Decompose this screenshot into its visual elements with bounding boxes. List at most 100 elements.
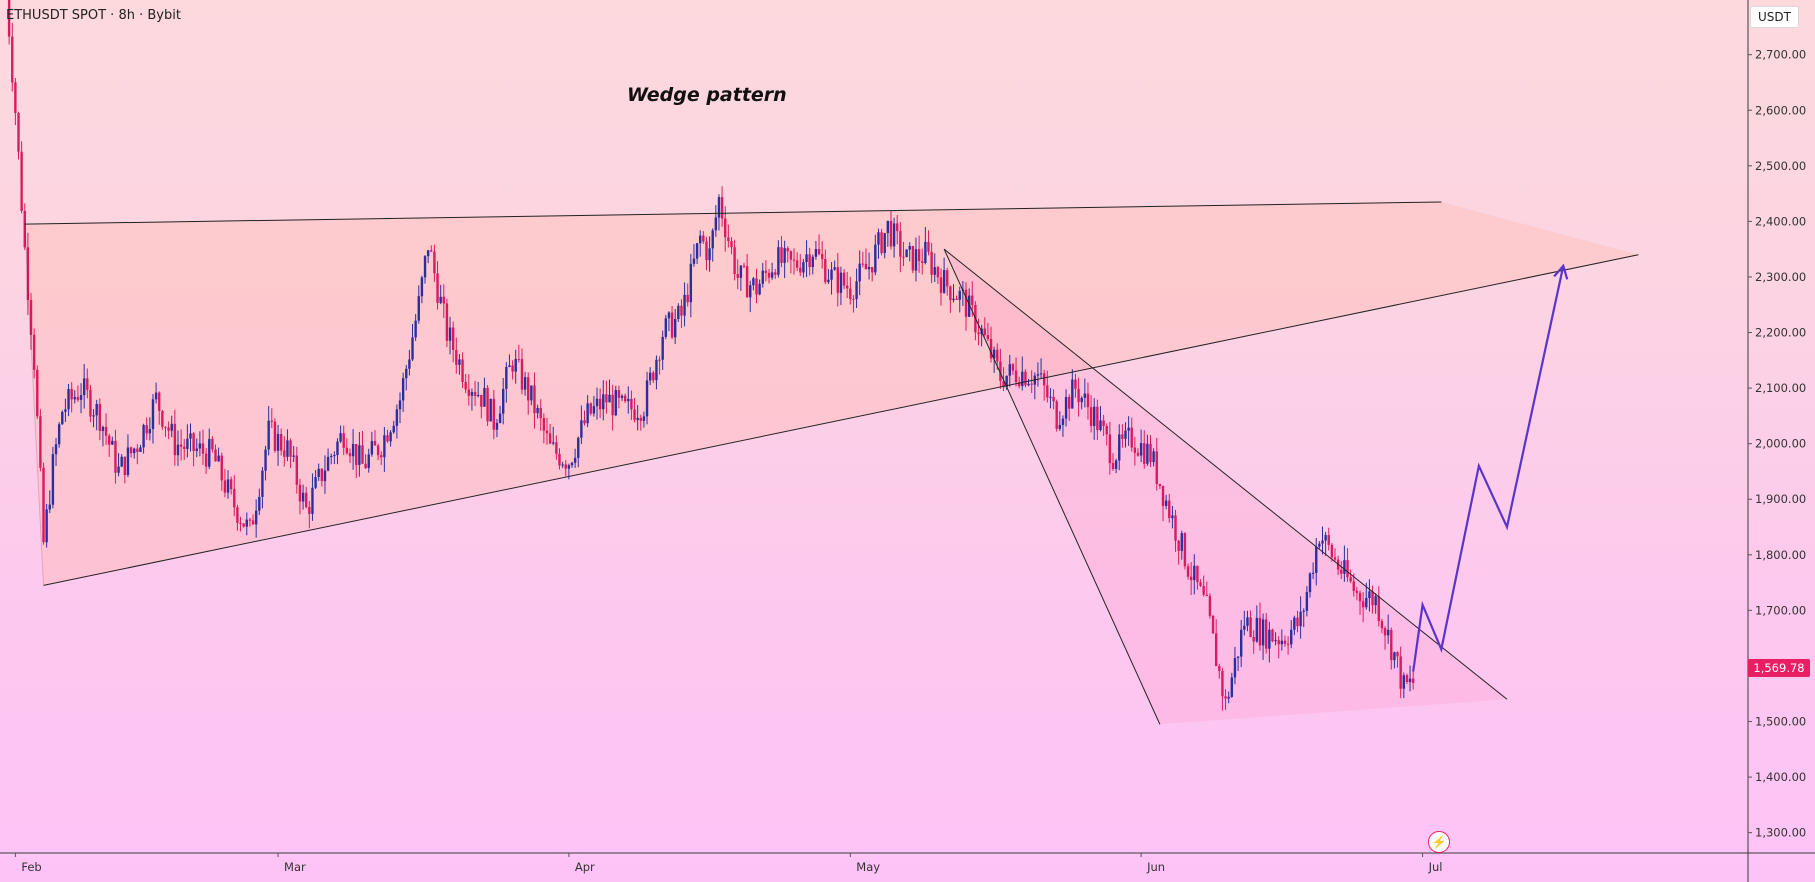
candle-body bbox=[752, 278, 755, 286]
candle-body bbox=[627, 398, 630, 402]
candle-body bbox=[1280, 640, 1284, 645]
candle-body bbox=[1011, 364, 1015, 371]
candle-body bbox=[889, 220, 893, 247]
candle-body bbox=[870, 267, 874, 273]
candle-body bbox=[811, 256, 814, 268]
currency-selector[interactable]: USDT bbox=[1750, 6, 1799, 28]
candle-body bbox=[179, 444, 183, 447]
candle-body bbox=[1074, 379, 1077, 389]
candle-body bbox=[283, 450, 286, 457]
candle-body bbox=[623, 395, 627, 402]
candle-body bbox=[455, 349, 458, 365]
falling-wedge-upper-line[interactable] bbox=[943, 248, 1508, 700]
candle-body bbox=[849, 288, 852, 300]
candle-body bbox=[29, 299, 33, 335]
candle-body bbox=[1083, 393, 1087, 398]
candle-body bbox=[70, 389, 73, 400]
candle-body bbox=[61, 411, 64, 425]
candle-body bbox=[664, 318, 668, 337]
candle-body bbox=[911, 246, 915, 271]
candle-body bbox=[1283, 640, 1287, 644]
y-tick-label: 1,800.00 bbox=[1755, 548, 1806, 562]
candle-body bbox=[1324, 535, 1327, 541]
candle-body bbox=[17, 112, 20, 152]
candle-body bbox=[517, 358, 521, 360]
candle-body bbox=[1030, 383, 1033, 385]
candle-body bbox=[26, 247, 30, 300]
candle-body bbox=[139, 447, 142, 452]
candle-body bbox=[652, 372, 655, 381]
candle-body bbox=[304, 492, 308, 507]
candle-body bbox=[211, 438, 214, 450]
candle-body bbox=[636, 417, 639, 420]
projection-path[interactable] bbox=[1412, 265, 1565, 672]
candle-body bbox=[1180, 533, 1183, 551]
candle-body bbox=[592, 406, 596, 414]
candle-body bbox=[245, 519, 248, 527]
falling-wedge-lower-line[interactable] bbox=[943, 248, 1161, 725]
candle-body bbox=[667, 312, 671, 319]
symbol-title[interactable]: ETHUSDT SPOT · 8h · Bybit bbox=[6, 8, 181, 23]
candle-body bbox=[342, 433, 345, 448]
candle-body bbox=[1402, 675, 1406, 689]
candle-body bbox=[902, 256, 905, 258]
candle-body bbox=[999, 361, 1002, 382]
candle-body bbox=[670, 312, 674, 338]
candle-body bbox=[1236, 656, 1240, 659]
lightning-bolt-icon[interactable]: ⚡ bbox=[1428, 831, 1450, 853]
candle-body bbox=[1239, 629, 1243, 657]
candle-body bbox=[1077, 388, 1080, 403]
candle-body bbox=[298, 484, 302, 502]
candle-body bbox=[745, 266, 749, 298]
candle-body bbox=[1158, 483, 1162, 486]
candle-body bbox=[79, 395, 83, 400]
candle-body bbox=[827, 279, 830, 283]
candle-body bbox=[32, 334, 36, 370]
candle-body bbox=[314, 477, 317, 488]
candle-body bbox=[445, 303, 449, 341]
candle-body bbox=[1408, 678, 1412, 682]
candle-body bbox=[639, 417, 642, 421]
candle-body bbox=[770, 272, 774, 278]
candle-body bbox=[95, 404, 98, 416]
candle-body bbox=[408, 359, 411, 369]
wedge-lower-line[interactable] bbox=[43, 254, 1639, 586]
candle-body bbox=[129, 447, 133, 454]
candle-body bbox=[405, 368, 408, 379]
candle-body bbox=[683, 294, 686, 316]
candle-body bbox=[1327, 535, 1330, 545]
candle-body bbox=[736, 274, 739, 278]
candle-body bbox=[492, 398, 496, 430]
candle-body bbox=[1168, 500, 1171, 519]
candle-body bbox=[486, 387, 489, 422]
candle-body bbox=[1089, 407, 1093, 427]
candle-body bbox=[1080, 397, 1083, 403]
candle-body bbox=[1293, 617, 1296, 630]
candle-body bbox=[1008, 364, 1011, 376]
candle-body bbox=[673, 318, 677, 338]
candle-body bbox=[1208, 596, 1212, 616]
candle-body bbox=[239, 523, 242, 525]
candle-body bbox=[930, 251, 933, 275]
candle-body bbox=[461, 359, 464, 383]
candle-body bbox=[530, 385, 533, 401]
candle-body bbox=[417, 296, 420, 321]
candle-body bbox=[1171, 515, 1174, 519]
x-tick-label: Mar bbox=[284, 860, 306, 874]
candle-body bbox=[861, 263, 865, 265]
candle-body bbox=[564, 464, 567, 469]
candle-body bbox=[1202, 585, 1205, 595]
y-tick-label: 1,500.00 bbox=[1755, 715, 1806, 729]
candle-body bbox=[548, 433, 552, 444]
candle-body bbox=[467, 389, 471, 396]
candle-body bbox=[1061, 418, 1065, 425]
wedge-upper-line[interactable] bbox=[24, 201, 1442, 225]
candle-body bbox=[727, 237, 730, 242]
candle-body bbox=[345, 447, 349, 454]
candle-body bbox=[292, 455, 295, 457]
candle-body bbox=[1196, 565, 1199, 583]
candle-body bbox=[858, 263, 861, 282]
candle-body bbox=[783, 248, 786, 263]
candle-body bbox=[14, 82, 17, 113]
